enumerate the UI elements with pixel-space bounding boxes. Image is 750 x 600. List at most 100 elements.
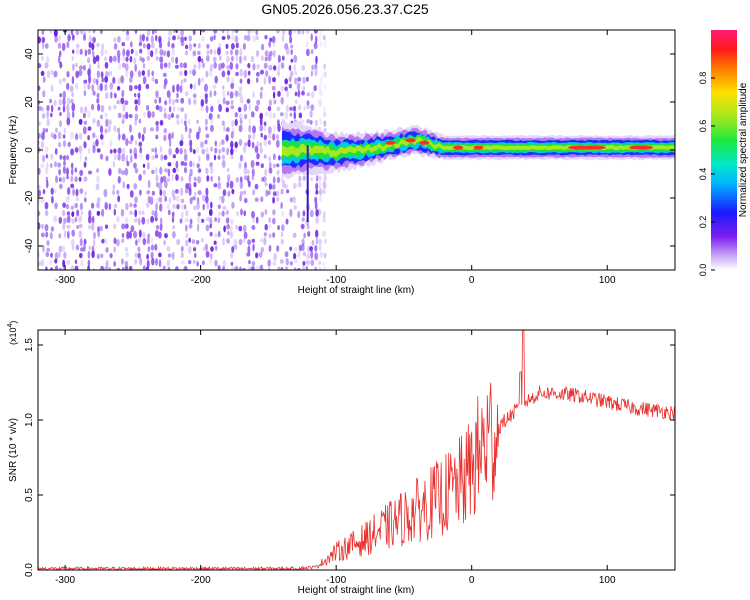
noise-blob-822 — [205, 224, 210, 232]
noise-blob-629 — [168, 147, 172, 156]
noise-blob-373 — [118, 63, 122, 70]
noise-blob-1010 — [242, 267, 246, 270]
noise-blob-879 — [217, 230, 221, 238]
noise-blob-679 — [175, 266, 179, 270]
noise-blob-338 — [104, 266, 109, 270]
noise-blob-143 — [66, 117, 71, 126]
noise-blob-499 — [142, 63, 146, 69]
noise-blob-276 — [91, 222, 95, 232]
noise-blob-56 — [46, 247, 51, 253]
noise-blob-699 — [179, 218, 183, 224]
noise-blob-21 — [40, 70, 45, 77]
noise-blob-211 — [79, 188, 84, 194]
noise-blob-614 — [164, 196, 167, 202]
noise-blob-564 — [154, 147, 157, 154]
noise-blob-108 — [58, 216, 63, 224]
noise-blob-893 — [221, 159, 226, 168]
noise-blob-978 — [237, 106, 242, 113]
noise-blob-887 — [222, 97, 226, 105]
noise-blob-326 — [104, 83, 108, 92]
noise-blob-1066 — [256, 265, 259, 270]
noise-blob-940 — [230, 140, 234, 149]
noise-blob-375 — [116, 86, 121, 91]
noise-blob-1275 — [301, 64, 306, 71]
noise-blob-364 — [113, 203, 118, 208]
snr-plot-area — [38, 330, 675, 570]
noise-blob-724 — [185, 239, 189, 247]
noise-blob-341 — [109, 82, 114, 90]
noise-blob-442 — [129, 148, 132, 154]
noise-blob-265 — [92, 56, 97, 65]
noise-blob-465 — [133, 183, 138, 190]
noise-blob-1240 — [292, 105, 297, 112]
noise-blob-413 — [126, 49, 130, 57]
noise-blob-859 — [214, 233, 218, 238]
noise-blob-618 — [168, 30, 172, 36]
noise-blob-70 — [50, 226, 55, 232]
noise-blob-74 — [49, 267, 54, 270]
noise-blob-627 — [167, 132, 172, 141]
noise-blob-1330 — [310, 177, 314, 182]
noise-blob-1166 — [276, 197, 280, 202]
noise-blob-430 — [124, 260, 129, 266]
noise-blob-385 — [117, 195, 121, 203]
spec-ytick-label-2: 0 — [24, 147, 35, 153]
noise-blob-910 — [226, 91, 230, 96]
noise-blob-1110 — [268, 64, 273, 71]
noise-blob-227 — [83, 90, 87, 97]
noise-blob-1056 — [256, 99, 261, 106]
noise-blob-28 — [41, 140, 44, 149]
noise-blob-941 — [230, 147, 234, 156]
noise-blob-1248 — [292, 182, 297, 189]
noise-blob-328 — [104, 112, 108, 118]
noise-blob-584 — [159, 119, 164, 126]
noise-blob-574 — [154, 230, 159, 237]
noise-blob-933 — [230, 82, 235, 90]
noise-blob-880 — [217, 265, 221, 270]
noise-blob-406 — [121, 223, 126, 230]
noise-blob-807 — [204, 93, 208, 99]
noise-blob-351 — [107, 266, 112, 270]
noise-blob-630 — [167, 162, 172, 167]
noise-blob-96 — [59, 93, 62, 98]
noise-blob-878 — [217, 217, 221, 224]
noise-blob-488 — [139, 189, 142, 196]
noise-blob-13 — [38, 210, 41, 217]
noise-blob-377 — [117, 112, 122, 119]
noise-blob-273 — [92, 145, 96, 154]
noise-blob-723 — [185, 232, 189, 239]
noise-blob-75 — [53, 30, 58, 37]
noise-blob-668 — [177, 106, 180, 111]
noise-blob-504 — [141, 133, 145, 142]
noise-blob-1071 — [259, 91, 263, 99]
noise-blob-954 — [234, 35, 239, 43]
noise-blob-425 — [124, 216, 129, 224]
noise-blob-389 — [121, 30, 126, 33]
noise-blob-1065 — [255, 252, 259, 259]
noise-blob-567 — [155, 174, 159, 182]
noise-blob-216 — [78, 230, 83, 238]
noise-blob-826 — [209, 48, 213, 55]
noise-blob-226 — [83, 82, 87, 90]
noise-blob-193 — [74, 202, 78, 209]
noise-blob-189 — [74, 167, 78, 173]
noise-blob-931 — [229, 61, 234, 70]
noise-blob-843 — [210, 246, 214, 252]
noise-blob-648 — [171, 112, 174, 119]
noise-blob-926 — [231, 30, 235, 34]
noise-blob-1167 — [277, 225, 280, 231]
noise-blob-60 — [50, 69, 54, 75]
noise-blob-32 — [41, 197, 45, 205]
noise-blob-1356 — [315, 229, 319, 238]
noise-blob-1151 — [276, 30, 280, 34]
noise-blob-1222 — [289, 112, 293, 117]
noise-blob-115 — [62, 77, 66, 83]
noise-blob-89 — [54, 265, 59, 270]
noise-blob-575 — [154, 243, 158, 251]
spec-xtick-label-4: 100 — [599, 275, 616, 286]
noise-blob-98 — [57, 106, 61, 111]
noise-blob-125 — [62, 176, 66, 183]
noise-blob-470 — [133, 230, 138, 239]
noise-blob-348 — [108, 168, 112, 176]
noise-blob-105 — [58, 168, 61, 176]
